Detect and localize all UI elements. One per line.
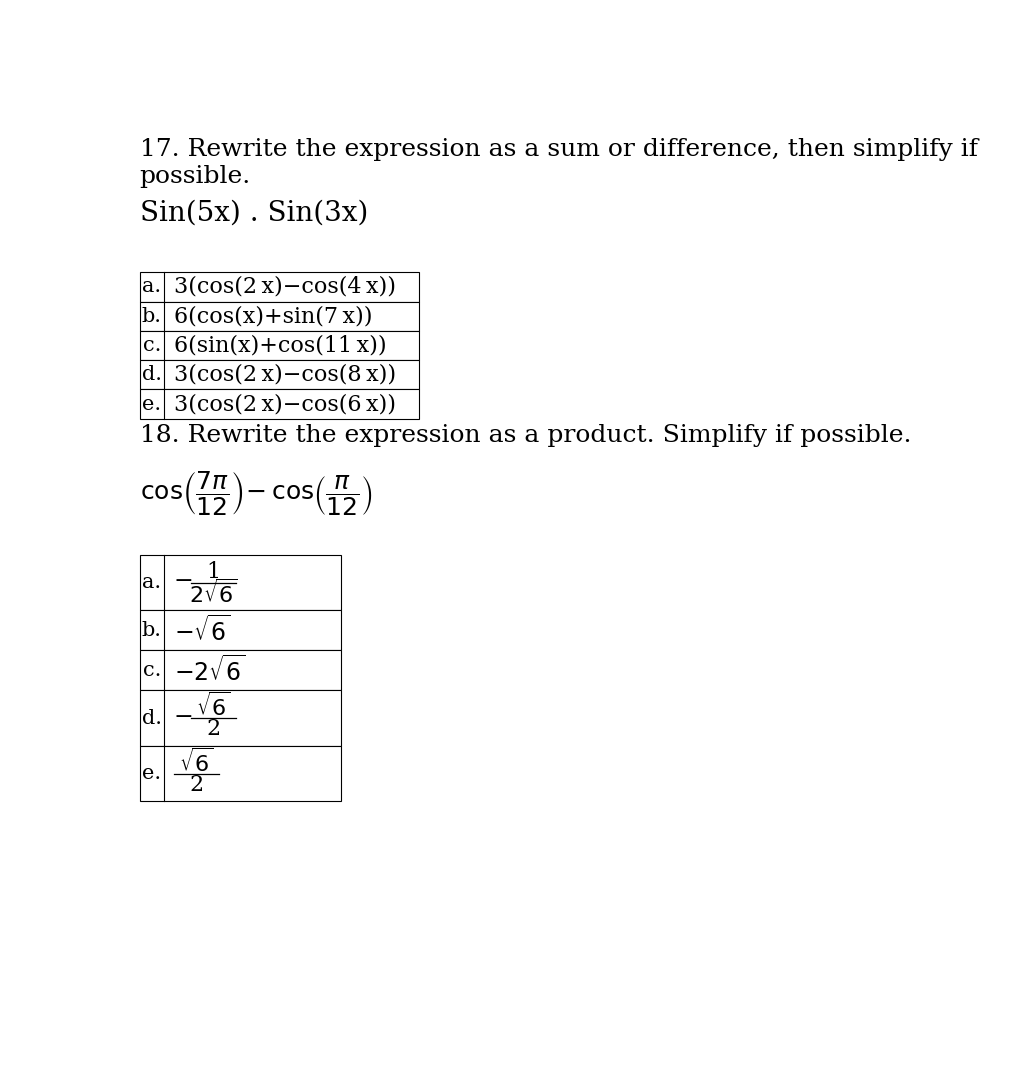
Text: 6(sin(x)+cos(11 x)): 6(sin(x)+cos(11 x)) — [174, 334, 387, 356]
Text: 3(cos(2 x)−cos(8 x)): 3(cos(2 x)−cos(8 x)) — [174, 364, 396, 386]
Text: d.: d. — [142, 365, 162, 384]
Text: d.: d. — [142, 709, 162, 727]
Text: 2: 2 — [206, 719, 220, 741]
Text: $\cos\!\left(\dfrac{7\pi}{12}\right)\!-\cos\!\left(\dfrac{\pi}{12}\right)$: $\cos\!\left(\dfrac{7\pi}{12}\right)\!-\… — [139, 468, 372, 516]
Bar — [139, 390, 418, 418]
Text: Sin(5x) . Sin(3x): Sin(5x) . Sin(3x) — [139, 199, 368, 227]
Text: b.: b. — [142, 621, 162, 640]
Bar — [139, 690, 341, 746]
Text: possible.: possible. — [139, 166, 251, 188]
Text: $-2\sqrt{6}$: $-2\sqrt{6}$ — [174, 656, 246, 686]
Text: e.: e. — [142, 764, 162, 783]
Text: 18. Rewrite the expression as a product. Simplify if possible.: 18. Rewrite the expression as a product.… — [139, 424, 911, 448]
Text: a.: a. — [142, 573, 162, 592]
Bar — [139, 302, 418, 331]
Text: c.: c. — [143, 661, 161, 680]
Bar — [139, 555, 341, 611]
Bar — [139, 746, 341, 802]
Bar — [139, 611, 341, 650]
Text: 1: 1 — [206, 561, 220, 583]
Text: −: − — [174, 571, 193, 594]
Text: b.: b. — [142, 307, 162, 326]
Text: 3(cos(2 x)−cos(4 x)): 3(cos(2 x)−cos(4 x)) — [174, 276, 396, 298]
Bar — [139, 360, 418, 390]
Text: e.: e. — [142, 394, 162, 414]
Bar — [139, 272, 418, 302]
Text: 17. Rewrite the expression as a sum or difference, then simplify if: 17. Rewrite the expression as a sum or d… — [139, 137, 978, 160]
Text: 6(cos(x)+sin(7 x)): 6(cos(x)+sin(7 x)) — [174, 305, 372, 328]
Text: −: − — [174, 706, 193, 729]
Text: c.: c. — [143, 337, 161, 355]
Bar — [139, 650, 341, 690]
Text: $\sqrt{6}$: $\sqrt{6}$ — [179, 748, 214, 776]
Text: a.: a. — [142, 278, 162, 296]
Bar — [139, 331, 418, 360]
Text: 2: 2 — [189, 773, 204, 796]
Text: $-\sqrt{6}$: $-\sqrt{6}$ — [174, 615, 230, 646]
Text: 3(cos(2 x)−cos(6 x)): 3(cos(2 x)−cos(6 x)) — [174, 393, 396, 415]
Text: $2\sqrt{6}$: $2\sqrt{6}$ — [189, 579, 237, 608]
Text: $\sqrt{6}$: $\sqrt{6}$ — [195, 693, 230, 721]
